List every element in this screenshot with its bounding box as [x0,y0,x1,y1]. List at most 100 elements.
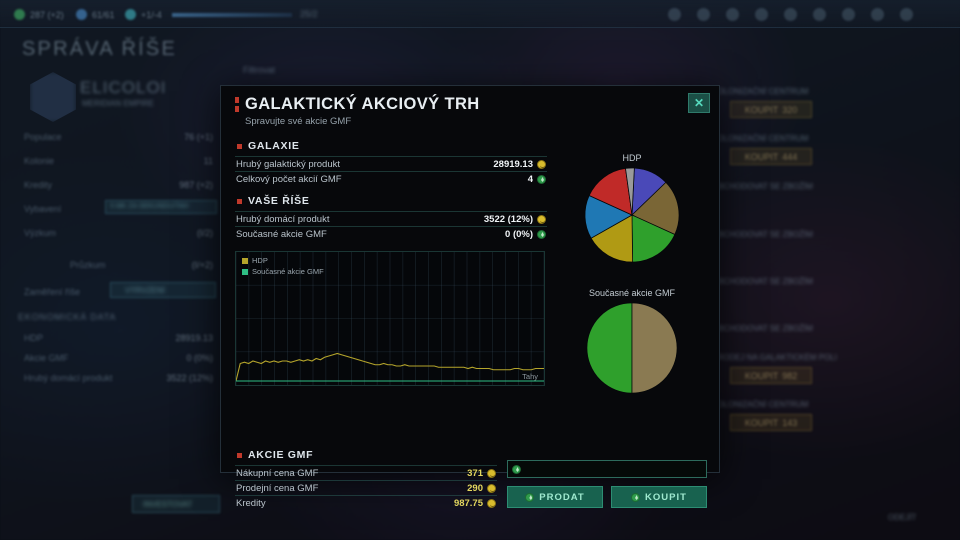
bg-topbar-icons[interactable] [668,8,913,21]
bg-card-buy-label: KOUPIT [744,104,779,115]
stat-value: 3522 (12%) [483,213,533,225]
bg-stat-value: (I/2) [196,228,213,238]
bg-eco-value: 28919.13 [175,333,213,343]
bg-equipment-value: 5 MK ZA SEKUNDU/TAH [110,203,189,210]
bg-empire-subtitle: MERIDIAN EMPIRE [82,99,155,108]
bg-resource-influence[interactable]: 287 (+2) [14,9,64,20]
bg-stat-label: Zaměření říše [24,287,81,297]
unity-value: 61/61 [92,9,115,20]
section-header-galaxy: GALAXIE [237,140,547,152]
share-icon [525,492,535,502]
bg-stat-row-exploration: Průzkum (I/+2) [14,257,219,277]
bg-resource-energy[interactable]: +1/-4 [125,9,162,20]
bg-stat-label: Populace [24,132,62,142]
bg-card-buy-label: KOUPIT [744,417,779,428]
bg-focus-value: VÝRVZENÍ [125,286,165,295]
dialog-title-row: GALAKTICKÝ AKCIOVÝ TRH [235,95,719,114]
bg-icon-fleet[interactable] [784,8,797,21]
stat-value-group: 3522 (12%) [484,214,546,225]
share-amount-input[interactable] [507,460,707,478]
share-icon [537,174,546,184]
bg-card-buy-button[interactable]: KOUPIT 444 [730,148,812,165]
stat-value-group: 28919.13 [493,159,546,170]
stat-value: 371 [467,467,483,479]
close-icon[interactable]: ✕ [688,93,710,113]
bg-stat-label: Výzkum [24,228,57,238]
trade-buttons-row: PRODAT KOUPIT [507,486,707,508]
bg-icon-notifications[interactable] [697,8,710,21]
bg-focus-dropdown[interactable]: VÝRVZENÍ [110,282,216,298]
pie-charts-column: HDP Současné akcie GMF [557,131,707,399]
bg-empire-name: ELICOLOI [80,78,167,97]
bg-icon-research[interactable] [755,8,768,21]
stat-label: Hrubý domácí produkt [236,213,330,225]
stock-prices-panel: AKCIE GMF Nákupní cena GMF 371 Prodejní … [235,449,497,510]
bg-stat-label: Kolonie [24,156,55,166]
chart-x-axis-label: Tahy [522,372,538,381]
bg-icon-settings[interactable] [900,8,913,21]
bg-card-buy-button[interactable]: KOUPIT 143 [730,414,812,431]
pie-title-hdp: HDP [622,153,642,163]
stat-value: 0 (0%) [505,228,533,240]
influence-icon [14,9,25,20]
legend-label: Současné akcie GMF [252,267,324,276]
energy-value: +1/-4 [141,9,162,20]
bg-stat-label: Průzkum [70,260,106,270]
bg-card-buy-button[interactable]: KOUPIT 982 [730,367,812,384]
pie-chart-shares: Současné akcie GMF [557,288,707,399]
bg-filter-label[interactable]: Filtrovat [243,65,276,75]
page-title: GALAKTICKÝ AKCIOVÝ TRH [245,95,480,113]
bg-resource-unity[interactable]: 61/61 [76,9,115,20]
table-row: Hrubý domácí produkt 3522 (12%) [235,211,547,226]
bg-eco-label: Akcie GMF [24,353,69,363]
bg-eco-row-gdp: HDP 28919.13 [14,330,219,350]
history-line-chart: HDP Současné akcie GMF Tahy [235,251,545,386]
bg-card-price: 143 [782,417,798,428]
legend-item-shares: Současné akcie GMF [242,267,324,276]
bg-stat-label: Kredity [24,180,53,190]
bg-section-title: EKONOMICKÁ DATA [18,312,117,322]
bg-card-title: OBCHODOVAT SE ZBOŽÍM [712,277,813,286]
buy-button[interactable]: KOUPIT [611,486,707,508]
bg-invest-label: INVESTOVAT [143,500,193,509]
bg-stat-row-focus: Zaměření říše [14,284,219,304]
bg-page-title: SPRÁVA ŘÍŠE [22,38,177,60]
table-row: Nákupní cena GMF 371 [235,465,497,480]
sell-button[interactable]: PRODAT [507,486,603,508]
background-topbar [0,0,960,28]
section-title-empire: VAŠE ŘÍŠE [248,195,310,207]
bg-icon-diplomacy[interactable] [813,8,826,21]
bg-icon-empire[interactable] [726,8,739,21]
chart-canvas [236,252,544,385]
bg-stat-row-research: Výzkum (I/2) [14,225,219,245]
share-icon [537,229,546,239]
stat-label: Celkový počet akcií GMF [236,173,342,185]
stat-value-group: 290 [467,483,496,494]
galactic-stock-market-dialog: GALAKTICKÝ AKCIOVÝ TRH Spravujte své akc… [220,85,720,509]
section-bullet-icon [237,198,242,204]
stat-label: Současné akcie GMF [236,228,327,240]
bg-equipment-pill[interactable]: 5 MK ZA SEKUNDU/TAH [105,200,217,214]
bg-invest-button[interactable]: INVESTOVAT [132,495,220,513]
bg-card-title: PRODEJ NA GALAKTICKÉM POLI [712,353,837,362]
bg-card-price: 444 [782,151,798,162]
bg-card-title: OBCHODOVAT SE ZBOŽÍM [712,230,813,239]
section-bullet-icon [237,143,242,149]
bg-card-title: KOLONIZAČNÍ CENTRUM [712,87,809,96]
section-header-empire: VAŠE ŘÍŠE [237,195,547,207]
bg-icon-planets[interactable] [668,8,681,21]
bg-card-buy-button[interactable]: KOUPIT 320 [730,101,812,118]
legend-label: HDP [252,256,268,265]
bg-exit-button[interactable]: ODEJÍT [888,513,917,522]
bg-card-title: KOLONIZAČNÍ CENTRUM [712,400,809,409]
title-marker-icon [235,97,239,112]
table-row: Kredity 987.75 [235,495,497,510]
section-title-galaxy: GALAXIE [248,140,300,152]
bg-icon-colonies[interactable] [871,8,884,21]
bg-stat-row-colonies: Kolonie 11 [14,153,219,173]
stat-value-group: 0 (0%) [505,229,546,240]
stat-value: 987.75 [453,497,483,509]
bg-stat-label: Vybavení [24,204,62,214]
bg-stat-value: 11 [203,156,213,166]
bg-icon-market[interactable] [842,8,855,21]
